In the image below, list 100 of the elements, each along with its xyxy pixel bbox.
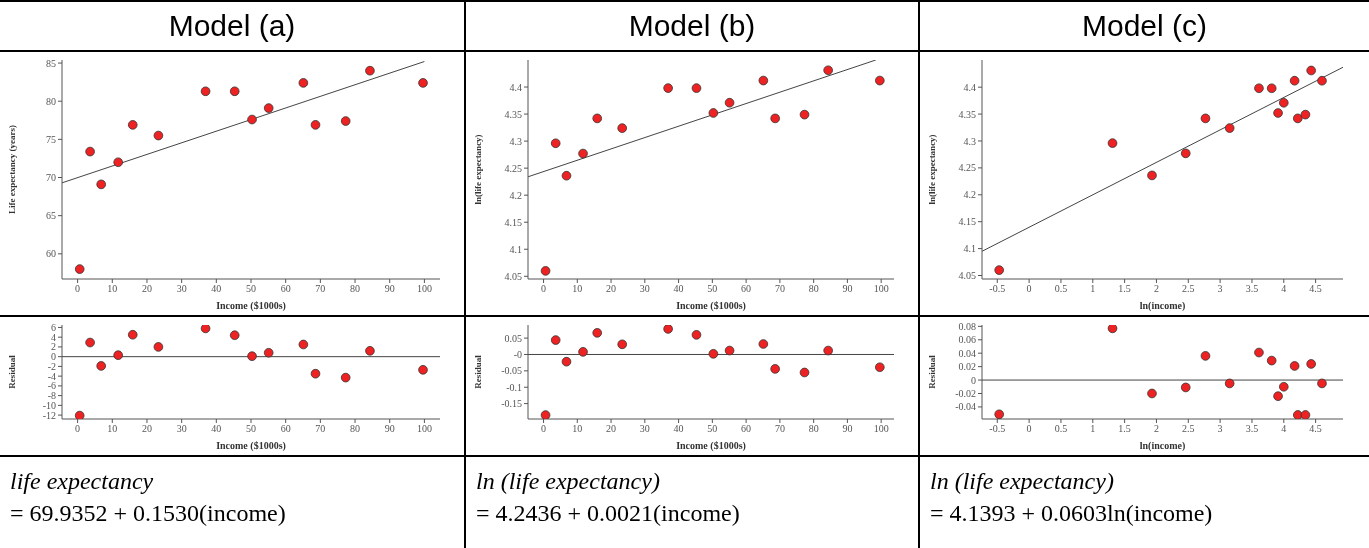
- x-tick-label: 70: [774, 283, 785, 295]
- y-tick-label: 4: [51, 331, 56, 343]
- y-tick-label: 0.04: [958, 347, 976, 359]
- x-tick-label: 2: [1153, 283, 1159, 295]
- y-axis-title: Residual: [927, 354, 938, 389]
- y-tick-label: 4.3: [509, 135, 522, 147]
- x-tick-label: 100: [416, 423, 432, 435]
- x-axis-title: ln(income): [1139, 300, 1186, 312]
- y-tick-label: 4.4: [509, 81, 522, 93]
- x-axis-title: ln(income): [1139, 440, 1186, 452]
- x-tick-label: 60: [280, 283, 291, 295]
- x-tick-label: 70: [315, 423, 326, 435]
- y-tick-label: 70: [46, 172, 56, 184]
- x-tick-label: 3: [1217, 283, 1223, 295]
- x-tick-label: 40: [211, 423, 222, 435]
- x-tick-label: 2.5: [1182, 283, 1195, 295]
- x-tick-label: -0.5: [989, 283, 1006, 295]
- y-tick-label: 75: [46, 133, 56, 145]
- x-tick-label: 90: [384, 423, 395, 435]
- chart-title: Model (b): [466, 2, 918, 52]
- text: ln (life expectancy): [930, 467, 1115, 496]
- x-tick-label: 50: [707, 423, 718, 435]
- x-tick-label: 20: [606, 283, 617, 295]
- x-tick-label: 20: [141, 283, 152, 295]
- x-tick-label: 60: [741, 283, 752, 295]
- y-tick-label: -0.15: [501, 398, 522, 410]
- y-tick-label: 4.15: [504, 216, 522, 228]
- x-tick-label: 60: [280, 423, 291, 435]
- y-tick-label: 65: [46, 210, 56, 222]
- x-tick-label: 0: [75, 283, 81, 295]
- y-tick-label: 4.4: [963, 81, 976, 93]
- y-tick-label: 60: [46, 248, 56, 260]
- y-tick-label: 4.2: [509, 189, 522, 201]
- chart-title: Model (c): [920, 2, 1369, 52]
- x-tick-label: 40: [211, 283, 222, 295]
- x-tick-label: 60: [741, 423, 752, 435]
- y-tick-label: 4.35: [958, 108, 976, 120]
- x-tick-label: 10: [107, 283, 118, 295]
- x-tick-label: 10: [572, 283, 583, 295]
- y-tick-label: -0.04: [955, 401, 976, 413]
- text: = 69.9352 + 0.1530(income): [10, 499, 287, 528]
- y-axis-title: Residual: [473, 354, 484, 389]
- x-tick-label: 3: [1217, 423, 1223, 435]
- x-tick-label: 10: [107, 423, 118, 435]
- y-tick-label: -6: [47, 380, 56, 392]
- y-tick-label: 4.25: [958, 162, 976, 174]
- x-tick-label: 70: [315, 283, 326, 295]
- y-axis-title: Life expectancy (years): [7, 125, 18, 214]
- y-tick-label: 0: [971, 374, 976, 386]
- x-tick-label: -0.5: [989, 423, 1006, 435]
- y-tick-label: 0.08: [958, 320, 976, 332]
- x-tick-label: 2.5: [1182, 423, 1195, 435]
- y-tick-label: 80: [46, 95, 56, 107]
- x-tick-label: 40: [673, 423, 684, 435]
- x-tick-label: 100: [873, 423, 889, 435]
- x-axis-title: Income ($1000s): [216, 300, 286, 312]
- x-tick-label: 90: [842, 423, 853, 435]
- x-tick-label: 4: [1281, 283, 1287, 295]
- x-tick-label: 50: [707, 283, 718, 295]
- x-axis-title: Income ($1000s): [676, 300, 746, 312]
- y-tick-label: -10: [42, 399, 56, 411]
- y-tick-label: 0.02: [958, 361, 976, 373]
- x-tick-label: 1: [1090, 423, 1096, 435]
- x-tick-label: 3.5: [1245, 423, 1259, 435]
- y-tick-label: 4.2: [963, 189, 976, 201]
- y-tick-label: -0.02: [955, 388, 976, 400]
- y-tick-label: 4.05: [958, 270, 976, 282]
- x-tick-label: 0: [541, 283, 547, 295]
- x-tick-label: 20: [141, 423, 152, 435]
- y-tick-label: 0.05: [504, 332, 522, 344]
- x-tick-label: 0: [1026, 283, 1032, 295]
- x-axis-title: Income ($1000s): [216, 440, 286, 452]
- x-tick-label: 50: [246, 423, 256, 435]
- x-tick-label: 30: [639, 423, 650, 435]
- y-tick-label: -0.1: [506, 381, 522, 393]
- y-tick-label: 0.06: [958, 334, 976, 346]
- y-tick-label: 85: [46, 57, 56, 69]
- x-tick-label: 1.5: [1118, 423, 1131, 435]
- y-tick-label: 0: [51, 351, 56, 363]
- x-tick-label: 1.5: [1118, 283, 1131, 295]
- y-tick-label: 2: [51, 341, 56, 353]
- x-tick-label: 10: [572, 423, 583, 435]
- x-tick-label: 0: [541, 423, 547, 435]
- y-tick-label: -2: [47, 360, 56, 372]
- text: life expectancy: [10, 467, 155, 496]
- x-tick-label: 80: [808, 423, 819, 435]
- text: = 4.1393 + 0.0603ln(income): [930, 499, 1214, 528]
- y-tick-label: -0.05: [501, 365, 522, 377]
- x-tick-label: 80: [350, 423, 361, 435]
- x-tick-label: 0: [1026, 423, 1032, 435]
- x-tick-label: 2: [1153, 423, 1159, 435]
- x-tick-label: 0: [75, 423, 81, 435]
- x-tick-label: 100: [416, 283, 432, 295]
- x-tick-label: 90: [842, 283, 853, 295]
- y-tick-label: -12: [42, 409, 56, 421]
- x-tick-label: 20: [606, 423, 617, 435]
- text: = 4.2436 + 0.0021(income): [476, 499, 741, 528]
- y-tick-label: 4.15: [958, 216, 976, 228]
- y-axis-title: ln(life expectancy): [473, 134, 484, 205]
- x-tick-label: 0.5: [1054, 283, 1068, 295]
